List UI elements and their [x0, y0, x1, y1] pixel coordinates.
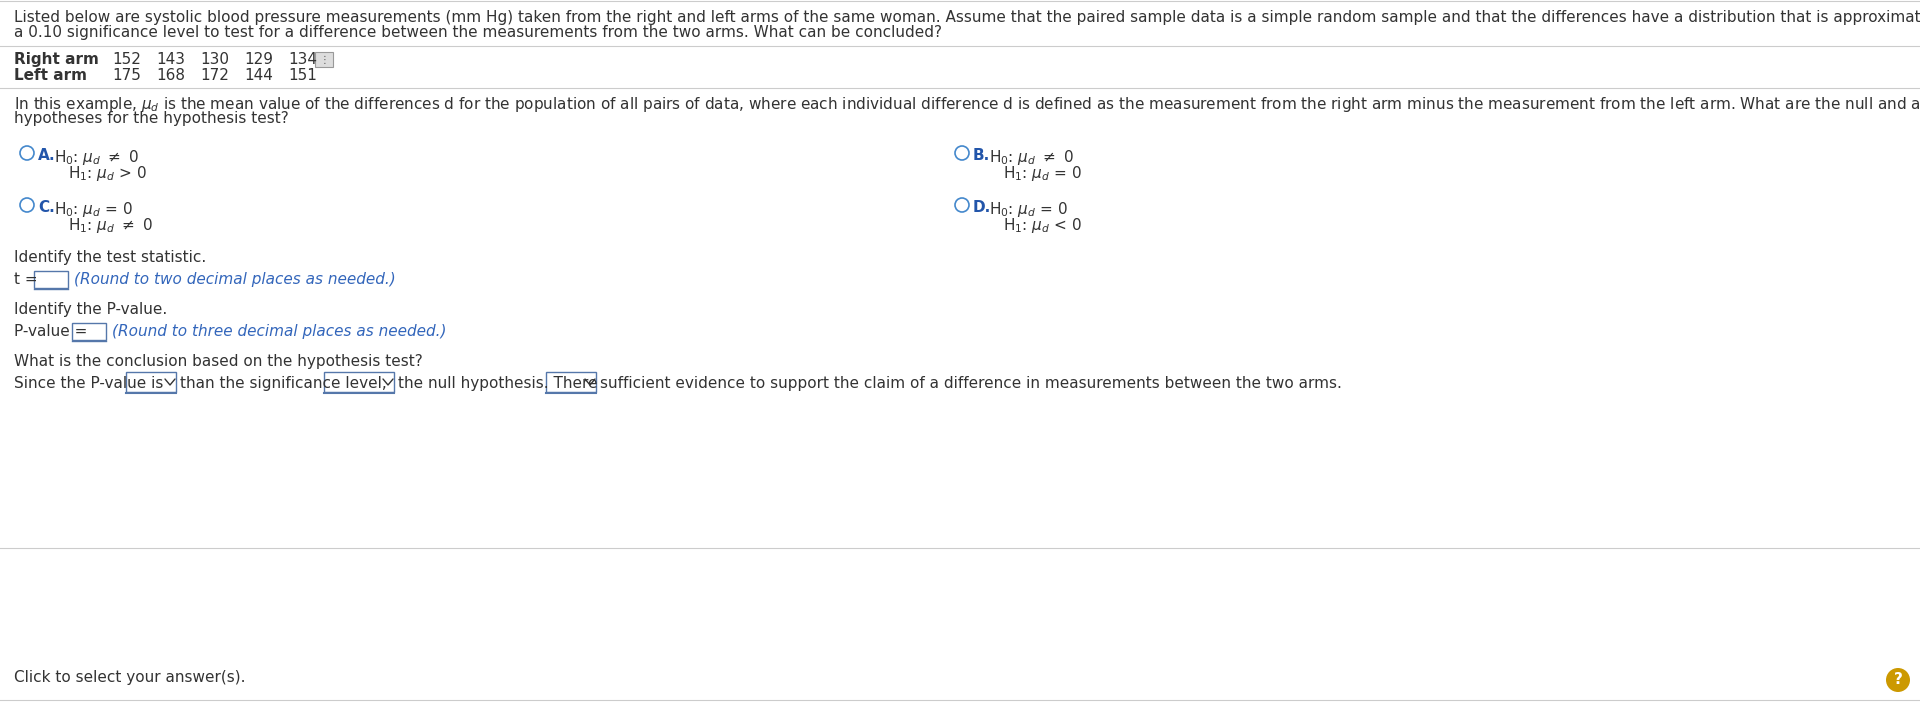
- Circle shape: [1885, 668, 1910, 692]
- Text: 144: 144: [244, 68, 273, 83]
- Text: H$_1$: $\mu_d$ $\neq$ 0: H$_1$: $\mu_d$ $\neq$ 0: [67, 216, 154, 235]
- Circle shape: [19, 146, 35, 160]
- Text: H$_0$: $\mu_d$ = 0: H$_0$: $\mu_d$ = 0: [989, 200, 1068, 219]
- Text: Identify the test statistic.: Identify the test statistic.: [13, 250, 205, 265]
- Text: D.: D.: [973, 200, 991, 215]
- Text: (Round to two decimal places as needed.): (Round to two decimal places as needed.): [75, 272, 396, 287]
- FancyBboxPatch shape: [35, 271, 67, 288]
- Text: 134: 134: [288, 52, 317, 67]
- Text: H$_1$: $\mu_d$ = 0: H$_1$: $\mu_d$ = 0: [1002, 164, 1081, 183]
- Text: H$_1$: $\mu_d$ > 0: H$_1$: $\mu_d$ > 0: [67, 164, 146, 183]
- Text: Click to select your answer(s).: Click to select your answer(s).: [13, 670, 246, 685]
- FancyBboxPatch shape: [127, 372, 177, 392]
- Text: 152: 152: [111, 52, 140, 67]
- Text: What is the conclusion based on the hypothesis test?: What is the conclusion based on the hypo…: [13, 354, 422, 369]
- FancyBboxPatch shape: [315, 52, 332, 67]
- Text: 143: 143: [156, 52, 184, 67]
- Text: A.: A.: [38, 148, 56, 163]
- Text: ?: ?: [1893, 673, 1903, 687]
- Text: Since the P-value is: Since the P-value is: [13, 376, 163, 391]
- Text: 168: 168: [156, 68, 184, 83]
- Text: 129: 129: [244, 52, 273, 67]
- Text: hypotheses for the hypothesis test?: hypotheses for the hypothesis test?: [13, 111, 288, 126]
- Text: ⋮: ⋮: [319, 55, 328, 65]
- Text: H$_0$: $\mu_d$ = 0: H$_0$: $\mu_d$ = 0: [54, 200, 132, 219]
- Text: than the significance level,: than the significance level,: [180, 376, 386, 391]
- Text: a 0.10 significance level to test for a difference between the measurements from: a 0.10 significance level to test for a …: [13, 25, 943, 40]
- FancyBboxPatch shape: [324, 372, 394, 392]
- Text: Listed below are systolic blood pressure measurements (mm Hg) taken from the rig: Listed below are systolic blood pressure…: [13, 10, 1920, 25]
- Text: Right arm: Right arm: [13, 52, 98, 67]
- Text: B.: B.: [973, 148, 991, 163]
- Text: 130: 130: [200, 52, 228, 67]
- Text: (Round to three decimal places as needed.): (Round to three decimal places as needed…: [111, 324, 447, 339]
- Circle shape: [19, 198, 35, 212]
- Text: H$_0$: $\mu_d$ $\neq$ 0: H$_0$: $\mu_d$ $\neq$ 0: [54, 148, 138, 167]
- Text: Identify the P-value.: Identify the P-value.: [13, 302, 167, 317]
- Circle shape: [954, 198, 970, 212]
- FancyBboxPatch shape: [73, 323, 106, 340]
- Text: In this example, $\mu_d$ is the mean value of the differences d for the populati: In this example, $\mu_d$ is the mean val…: [13, 95, 1920, 114]
- Text: 172: 172: [200, 68, 228, 83]
- Text: H$_1$: $\mu_d$ < 0: H$_1$: $\mu_d$ < 0: [1002, 216, 1081, 235]
- Text: the null hypothesis. There: the null hypothesis. There: [397, 376, 597, 391]
- Text: Left arm: Left arm: [13, 68, 86, 83]
- Text: H$_0$: $\mu_d$ $\neq$ 0: H$_0$: $\mu_d$ $\neq$ 0: [989, 148, 1073, 167]
- Circle shape: [954, 146, 970, 160]
- Text: 175: 175: [111, 68, 140, 83]
- Text: sufficient evidence to support the claim of a difference in measurements between: sufficient evidence to support the claim…: [599, 376, 1342, 391]
- FancyBboxPatch shape: [545, 372, 595, 392]
- Text: P-value =: P-value =: [13, 324, 92, 339]
- Text: t =: t =: [13, 272, 42, 287]
- Text: 151: 151: [288, 68, 317, 83]
- Text: C.: C.: [38, 200, 56, 215]
